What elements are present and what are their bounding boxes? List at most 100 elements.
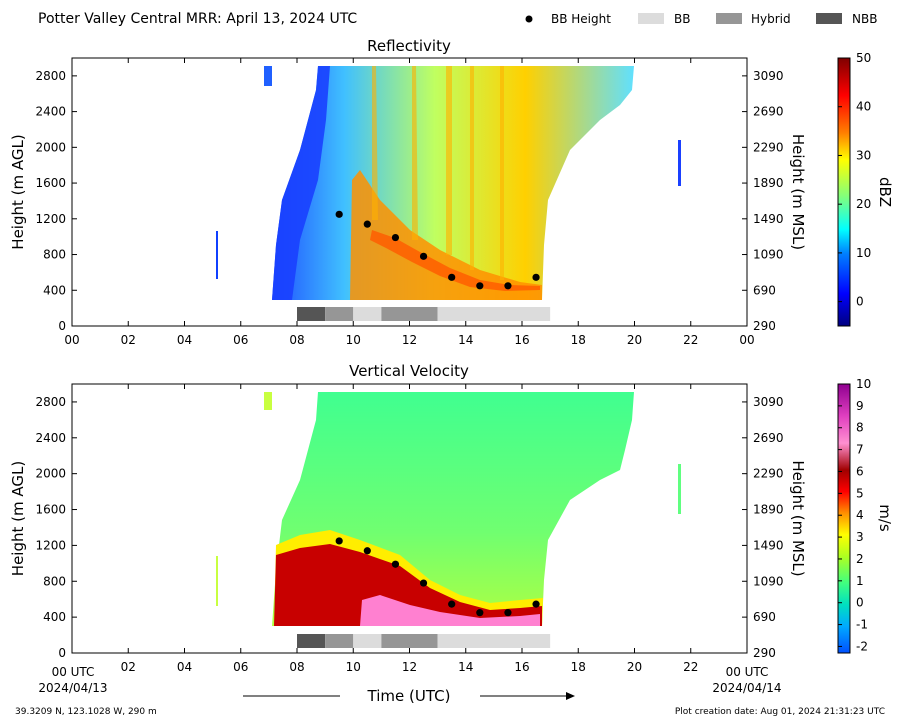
velocity-y-tick-label-right: 3090 [753,395,784,409]
velocity-y-tick-label: 0 [58,646,66,660]
reflectivity-x-tick-label: 14 [458,333,473,347]
reflectivity-colorbar-label: dBZ [876,177,894,207]
reflectivity-echo-field [216,66,681,300]
velocity-x-tick-label: 12 [402,660,417,674]
reflectivity-bb-class-nbb-0 [297,307,326,321]
legend-nbb-label: NBB [852,12,877,26]
velocity-x-tick-label: 06 [233,660,248,674]
velocity-bb-height-point [476,609,484,617]
reflectivity-title: Reflectivity [367,37,451,55]
legend-nbb-swatch [816,13,842,24]
legend-bb-label: BB [674,12,690,26]
reflectivity-x-tick-label: 16 [514,333,529,347]
reflectivity-bb-height-point [335,210,343,218]
legend-hybrid-swatch [716,13,742,24]
reflectivity-bb-class-hybrid-3 [381,307,438,321]
reflectivity-colorbar-tick-label: 50 [856,51,871,65]
creation-date-text: Plot creation date: Aug 01, 2024 21:31:2… [675,707,885,717]
reflectivity-y-tick-label-right: 2690 [753,105,784,119]
velocity-x-tick-label: 14 [458,660,473,674]
reflectivity-bb-height-point [476,282,484,290]
reflectivity-x-tick-label: 12 [402,333,417,347]
velocity-echo-red [274,544,542,626]
velocity-colorbar-ramp [837,383,851,654]
velocity-colorbar-tick-label: 4 [856,508,864,522]
reflectivity-colorbar-tick-label: 10 [856,246,871,260]
velocity-echo-field [216,392,681,626]
reflectivity-echo-0705 [264,66,272,86]
velocity-y-axis-title-right: Height (m MSL) [789,460,807,576]
velocity-bb-class-hybrid-1 [325,634,354,648]
reflectivity-colorbar-tick-label: 40 [856,100,871,114]
reflectivity-y-tick-label-right: 1890 [753,176,784,190]
reflectivity-y-tick-label-right: 2290 [753,140,784,154]
velocity-colorbar-tick-label: 5 [856,486,864,500]
reflectivity-bb-height-point [448,273,456,281]
velocity-echo-0510 [216,556,218,606]
velocity-colorbar-tick-label: 10 [856,377,871,391]
velocity-colorbar-tick-label: 8 [856,421,864,435]
reflectivity-echo-2140 [678,140,681,186]
reflectivity-y-tick-label: 2000 [35,140,66,154]
velocity-panel: Vertical Velocity 02 04 06 08 10 12 14 16 18 20 22… [9,362,807,674]
velocity-y-tick-label: 400 [43,610,66,624]
reflectivity-bb-height-point [419,252,428,260]
velocity-x-tick-label: 08 [289,660,304,674]
reflectivity-y-tick-label: 2800 [35,69,66,83]
reflectivity-x-tick-label: 00 [64,333,79,347]
reflectivity-y-tick-label-right: 3090 [753,69,784,83]
reflectivity-x-tick-label: 10 [346,333,361,347]
velocity-y-tick-label: 1600 [35,503,66,517]
legend-bb-height-marker [525,15,533,23]
velocity-x-tick-label: 02 [121,660,136,674]
time-arrow-head [566,692,575,700]
reflectivity-x-tick-label: 08 [289,333,304,347]
end-date-label: 2024/04/14 [712,681,781,695]
velocity-y-tick-label-right: 290 [753,646,776,660]
velocity-y-axis-title: Height (m AGL) [9,461,27,576]
reflectivity-x-tick-label: 18 [571,333,586,347]
reflectivity-colorbar-tick-label: 0 [856,295,864,309]
velocity-colorbar-tick-label: -1 [856,618,868,632]
velocity-bb-class-bb-4 [437,634,551,648]
reflectivity-bb-height-point [363,220,371,228]
reflectivity-bb-height-point [504,282,512,290]
velocity-colorbar-tick-label: 1 [856,574,864,588]
location-text: 39.3209 N, 123.1028 W, 290 m [15,707,157,717]
reflectivity-echo-core [350,170,542,300]
reflectivity-y-tick-label-right: 290 [753,319,776,333]
velocity-bb-class-hybrid-3 [381,634,438,648]
velocity-x-tick-label: 10 [346,660,361,674]
velocity-x-tick-label: 04 [177,660,192,674]
reflectivity-bb-height-point [391,233,400,242]
x-axis-title: Time (UTC) [367,687,451,705]
velocity-y-tick-label-right: 1890 [753,503,784,517]
reflectivity-echo-streaks [372,66,504,280]
velocity-x-tick-label: 18 [571,660,586,674]
reflectivity-y-tick-label: 2400 [35,105,66,119]
velocity-colorbar-tick-label: 6 [856,464,864,478]
reflectivity-y-axis-title-right: Height (m MSL) [789,134,807,250]
velocity-colorbar-tick-label: 9 [856,399,864,413]
velocity-y-tick-label: 1200 [35,538,66,552]
reflectivity-y-tick-label-right: 690 [753,283,776,297]
velocity-colorbar: -2 -1 0 1 2 3 4 5 6 7 8 9 10 m/s [837,377,894,654]
reflectivity-bb-class-hybrid-1 [325,307,354,321]
legend-hybrid-label: Hybrid [751,12,791,26]
reflectivity-x-tick-label: 04 [177,333,192,347]
velocity-y-tick-label-right: 2290 [753,467,784,481]
velocity-y-tick-label: 800 [43,574,66,588]
velocity-bb-class-nbb-0 [297,634,326,648]
velocity-x-tick-label: 16 [514,660,529,674]
velocity-colorbar-tick-label: 7 [856,443,864,457]
reflectivity-echo-band [370,230,540,291]
reflectivity-x-tick-label: 06 [233,333,248,347]
velocity-bb-height-point [448,600,456,608]
velocity-bb-height-point [335,537,343,545]
start-time-label: 00 UTC [52,665,95,679]
reflectivity-bb-class-bb-2 [353,307,382,321]
velocity-y-tick-label: 2800 [35,395,66,409]
reflectivity-colorbar: 0 10 20 30 40 50 dBZ [837,51,894,327]
